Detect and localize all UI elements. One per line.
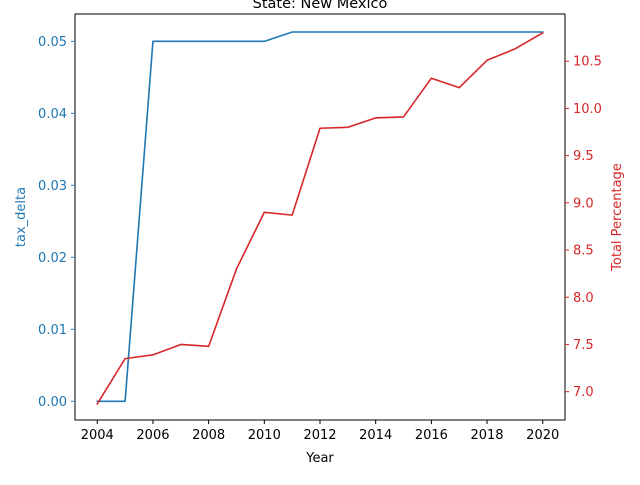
right-y-tick-label: 9.5 bbox=[573, 149, 594, 164]
axes: 2004 2006 2008 2010 2012 2014 2016 2018 2020 0.00… bbox=[38, 35, 602, 443]
left-y-tick-label: 0.04 bbox=[38, 107, 67, 122]
x-tick-label: 2014 bbox=[359, 428, 392, 443]
x-tick-label: 2020 bbox=[526, 428, 559, 443]
x-tick-label: 2006 bbox=[136, 428, 169, 443]
plot-frame bbox=[74, 13, 566, 421]
x-tick-label: 2008 bbox=[192, 428, 225, 443]
x-tick-label: 2004 bbox=[81, 428, 114, 443]
right-y-tick-label: 8.0 bbox=[573, 291, 594, 306]
left-y-tick-label: 0.01 bbox=[38, 323, 67, 338]
left-y-tick-label: 0.03 bbox=[38, 179, 67, 194]
right-y-tick-label: 10.5 bbox=[573, 55, 602, 70]
right-y-tick-label: 8.5 bbox=[573, 244, 594, 259]
x-tick-label: 2012 bbox=[303, 428, 336, 443]
x-tick-label: 2010 bbox=[248, 428, 281, 443]
chart-title: State: New Mexico bbox=[253, 0, 388, 12]
left-y-tick-label: 0.05 bbox=[38, 35, 67, 50]
x-axis-label: Year bbox=[305, 451, 334, 466]
series-line-tax-delta bbox=[96, 31, 544, 403]
plot-area bbox=[96, 31, 544, 406]
x-tick-label: 2016 bbox=[415, 428, 448, 443]
right-y-axis-label: Total Percentage bbox=[610, 163, 625, 272]
right-y-tick-label: 10.0 bbox=[573, 102, 602, 117]
left-y-tick-label: 0.02 bbox=[38, 251, 67, 266]
right-y-tick-label: 9.0 bbox=[573, 196, 594, 211]
left-y-tick-label: 0.00 bbox=[38, 395, 67, 410]
right-y-tick-label: 7.5 bbox=[573, 338, 594, 353]
series-line-total-percentage bbox=[96, 31, 544, 406]
left-y-axis-label: tax_delta bbox=[14, 187, 29, 247]
x-tick-label: 2018 bbox=[470, 428, 503, 443]
right-y-tick-label: 7.0 bbox=[573, 385, 594, 400]
